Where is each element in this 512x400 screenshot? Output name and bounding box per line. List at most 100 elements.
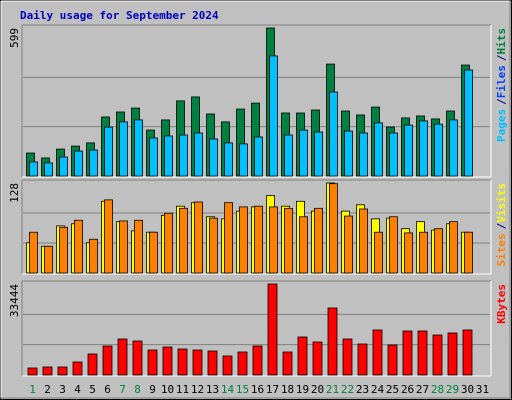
bar bbox=[314, 207, 323, 274]
bar bbox=[284, 134, 293, 177]
bar bbox=[194, 132, 203, 177]
y-tick-label: 33444 bbox=[8, 284, 21, 317]
bar bbox=[149, 231, 158, 274]
x-tick-label: 4 bbox=[74, 383, 81, 396]
x-tick-label: 14 bbox=[221, 383, 235, 396]
legend-entry: Hits bbox=[495, 28, 508, 55]
bar bbox=[329, 91, 338, 177]
x-tick-label: 13 bbox=[206, 383, 219, 396]
bar bbox=[299, 216, 308, 274]
x-tick-label: 19 bbox=[296, 383, 309, 396]
bar bbox=[164, 212, 173, 274]
bar bbox=[132, 340, 143, 376]
bar bbox=[179, 207, 188, 274]
x-tick-label: 10 bbox=[161, 383, 174, 396]
bar bbox=[44, 245, 53, 274]
bar bbox=[419, 120, 428, 177]
bar bbox=[462, 329, 473, 376]
x-tick-label: 1 bbox=[29, 383, 36, 396]
bar bbox=[179, 134, 188, 177]
x-tick-label: 23 bbox=[356, 383, 369, 396]
x-tick-label: 2 bbox=[44, 383, 51, 396]
bar bbox=[269, 55, 278, 177]
bar bbox=[342, 338, 353, 376]
bar bbox=[404, 124, 413, 177]
bar bbox=[312, 341, 323, 376]
legend-separator: / bbox=[495, 98, 508, 105]
bar bbox=[29, 231, 38, 274]
x-tick-label: 12 bbox=[191, 383, 204, 396]
x-tick-label: 15 bbox=[236, 383, 249, 396]
bar bbox=[389, 216, 398, 274]
bar bbox=[87, 353, 98, 376]
bar bbox=[42, 366, 53, 376]
bar bbox=[57, 366, 68, 376]
legend-entry: Sites bbox=[495, 233, 508, 266]
bar bbox=[239, 143, 248, 177]
bar bbox=[89, 238, 98, 274]
bar bbox=[314, 131, 323, 177]
bar bbox=[162, 346, 173, 376]
bar bbox=[359, 132, 368, 177]
y-tick-label: 599 bbox=[8, 28, 21, 48]
bar bbox=[372, 329, 383, 376]
bar bbox=[72, 361, 83, 376]
bar bbox=[252, 345, 263, 376]
legend-separator: / bbox=[495, 54, 508, 61]
bar bbox=[102, 345, 113, 376]
bar bbox=[269, 206, 278, 274]
x-tick-label: 17 bbox=[266, 383, 279, 396]
bar bbox=[344, 215, 353, 274]
bar bbox=[417, 330, 428, 376]
bar bbox=[374, 122, 383, 177]
bar bbox=[119, 121, 128, 177]
bar bbox=[209, 217, 218, 274]
bar bbox=[147, 349, 158, 376]
bar bbox=[464, 69, 473, 177]
legend: KBytes bbox=[495, 284, 508, 324]
x-tick-label: 28 bbox=[431, 383, 444, 396]
x-tick-label: 27 bbox=[416, 383, 429, 396]
x-tick-label: 3 bbox=[59, 383, 66, 396]
bar bbox=[222, 355, 233, 376]
bar bbox=[29, 161, 38, 177]
bar bbox=[104, 126, 113, 177]
bar bbox=[344, 130, 353, 177]
bar bbox=[447, 332, 458, 376]
legend-entry: Pages bbox=[495, 109, 508, 142]
bar bbox=[89, 149, 98, 177]
bar bbox=[284, 207, 293, 274]
y-tick-label: 128 bbox=[8, 183, 21, 203]
bar bbox=[374, 231, 383, 274]
x-tick-label: 26 bbox=[401, 383, 414, 396]
bar bbox=[224, 142, 233, 177]
x-tick-label: 29 bbox=[446, 383, 459, 396]
bar bbox=[432, 334, 443, 376]
bar bbox=[74, 150, 83, 177]
bar bbox=[59, 156, 68, 177]
chart-title: Daily usage for September 2024 bbox=[20, 9, 219, 22]
bar bbox=[419, 231, 428, 274]
bar bbox=[119, 220, 128, 274]
bar bbox=[194, 201, 203, 274]
bar bbox=[254, 136, 263, 177]
bar bbox=[404, 232, 413, 274]
x-tick-label: 5 bbox=[89, 383, 96, 396]
bar bbox=[267, 283, 278, 376]
bar bbox=[402, 330, 413, 376]
legend-separator: / bbox=[495, 222, 508, 229]
x-tick-label: 20 bbox=[311, 383, 324, 396]
legend: Sites /Visits bbox=[495, 183, 508, 267]
x-tick-label: 31 bbox=[476, 383, 489, 396]
legend-entry: Files bbox=[495, 65, 508, 98]
x-tick-label: 22 bbox=[341, 383, 354, 396]
x-tick-label: 16 bbox=[251, 383, 264, 396]
bar bbox=[449, 119, 458, 177]
legend: Pages/Files/Hits bbox=[495, 28, 508, 142]
bar bbox=[434, 123, 443, 177]
x-tick-label: 11 bbox=[176, 383, 189, 396]
bar bbox=[164, 135, 173, 177]
bar bbox=[44, 162, 53, 177]
